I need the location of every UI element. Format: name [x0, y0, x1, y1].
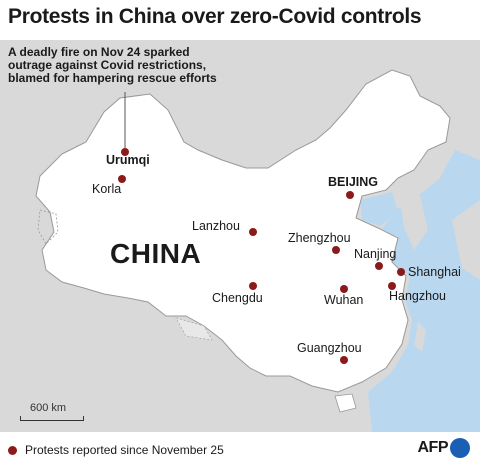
city-label-chengdu: Chengdu	[212, 291, 263, 305]
map-title: Protests in China over zero-Covid contro…	[8, 5, 422, 28]
marker-wuhan	[340, 285, 348, 293]
korea	[400, 195, 428, 250]
disputed-area-south	[175, 317, 213, 341]
marker-chengdu	[249, 282, 257, 290]
afp-logo-text: AFP	[417, 439, 449, 456]
japan	[452, 200, 480, 280]
marker-urumqi	[121, 148, 129, 156]
city-label-nanjing: Nanjing	[354, 247, 397, 261]
sea	[368, 150, 480, 432]
city-label-shanghai: Shanghai	[408, 265, 461, 279]
china-land	[35, 69, 451, 393]
city-label-zhengzhou: Zhengzhou	[288, 231, 351, 245]
city-label-urumqi: Urumqi	[106, 153, 150, 167]
annotation-text: A deadly fire on Nov 24 sparked outrage …	[8, 45, 217, 85]
marker-shanghai	[397, 268, 405, 276]
afp-circle-icon	[450, 438, 470, 458]
taiwan	[414, 322, 426, 352]
scale-label: 600 km	[30, 402, 67, 414]
city-label-wuhan: Wuhan	[324, 293, 364, 307]
china-map	[0, 40, 480, 432]
marker-nanjing	[375, 262, 383, 270]
marker-hangzhou	[388, 282, 396, 290]
afp-logo: AFP	[417, 438, 470, 458]
country-label: CHINA	[110, 238, 202, 269]
marker-guangzhou	[340, 356, 348, 364]
legend: Protests reported since November 25	[8, 443, 224, 457]
city-label-guangzhou: Guangzhou	[297, 341, 362, 355]
hainan	[334, 393, 357, 413]
marker-zhengzhou	[332, 246, 340, 254]
disputed-area	[37, 209, 59, 245]
scale-bar	[20, 416, 84, 421]
marker-lanzhou	[249, 228, 257, 236]
marker-korla	[118, 175, 126, 183]
city-label-beijing: BEIJING	[328, 175, 379, 189]
marker-beijing	[346, 191, 354, 199]
legend-label: Protests reported since November 25	[25, 443, 224, 457]
city-label-hangzhou: Hangzhou	[389, 289, 446, 303]
bohai-sea	[360, 192, 398, 226]
legend-marker-icon	[8, 445, 17, 455]
city-label-lanzhou: Lanzhou	[192, 219, 240, 233]
city-label-korla: Korla	[92, 182, 122, 196]
